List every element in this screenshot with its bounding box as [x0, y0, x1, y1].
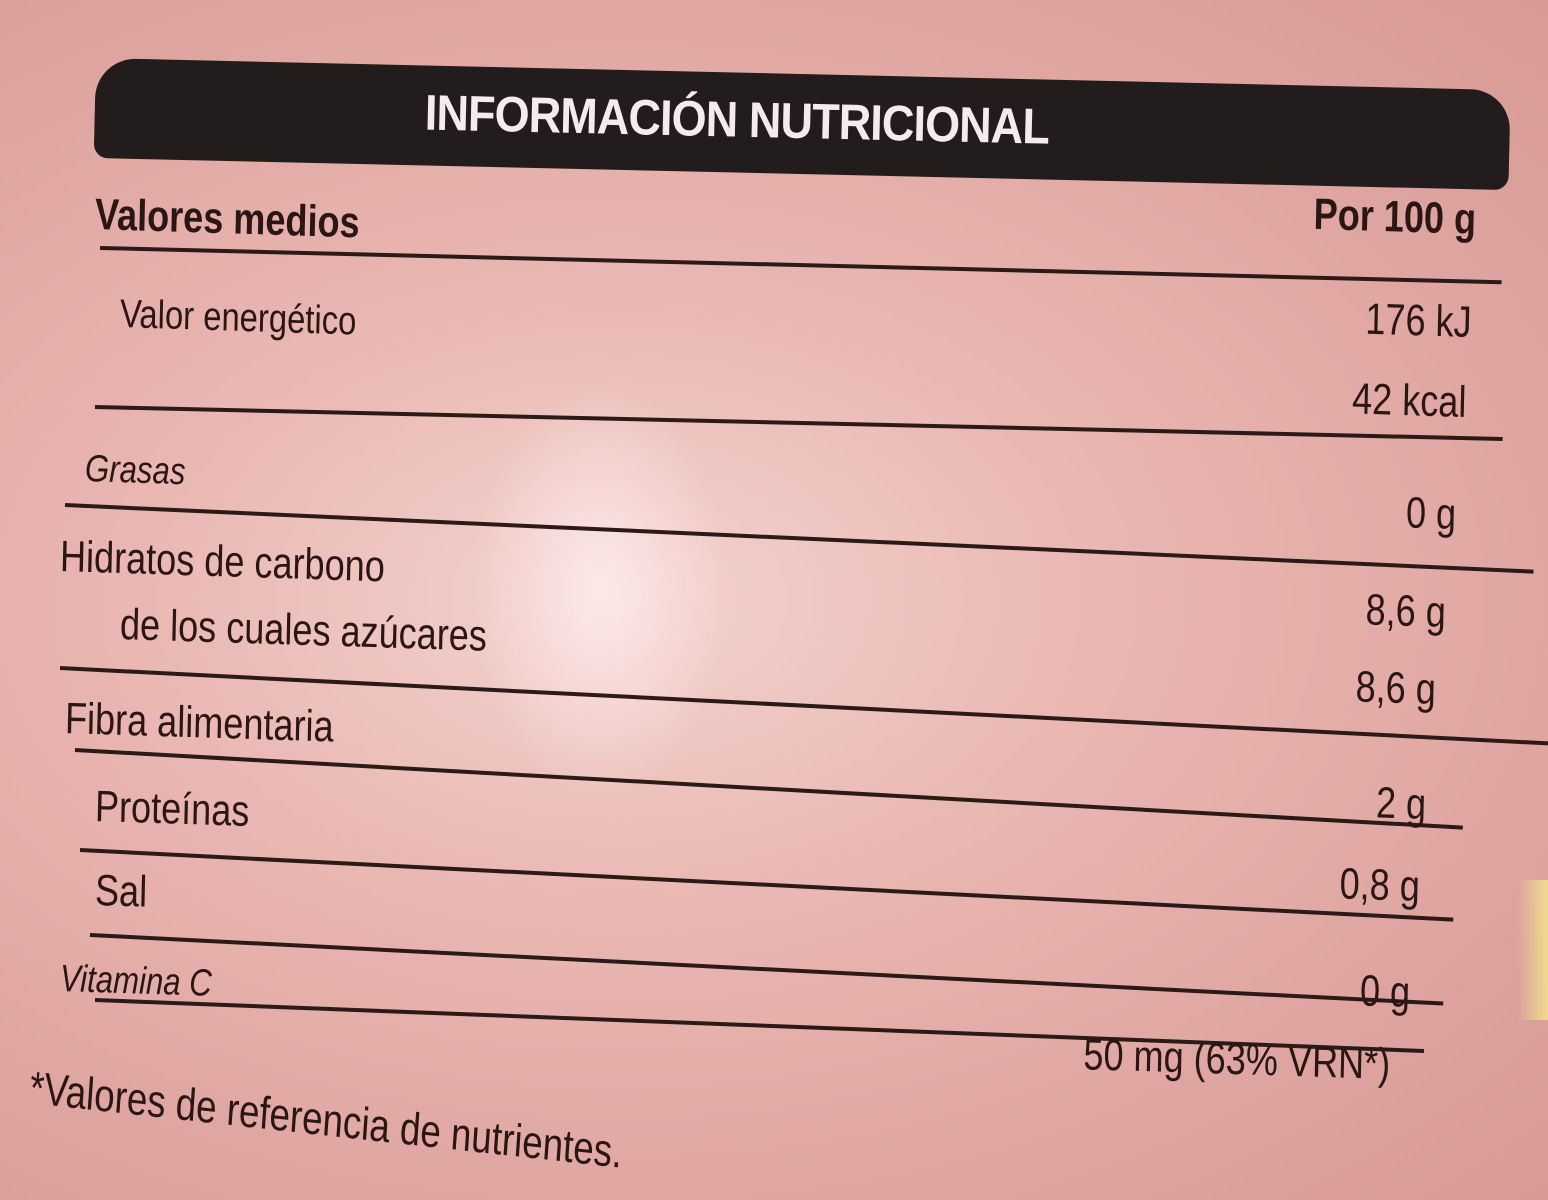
- label-title: INFORMACIÓN NUTRICIONAL: [424, 84, 1050, 155]
- row-value-vitamin-c-mg: 50 mg (63% VRN*): [1082, 1030, 1391, 1089]
- row-label-carbs: Hidratos de carbono: [59, 532, 386, 592]
- row-value-protein: 2 g: [1375, 778, 1427, 829]
- divider: [79, 848, 1454, 922]
- row-label-protein: Proteínas: [94, 782, 250, 836]
- row-label-energy: Valor energético: [119, 292, 357, 344]
- label-header: INFORMACIÓN NUTRICIONAL: [93, 58, 1511, 191]
- row-value-sugars: 8,6 g: [1355, 662, 1437, 714]
- row-label-salt: Sal: [94, 866, 148, 917]
- row-value-fat: 0 g: [1405, 488, 1457, 539]
- divider: [99, 246, 1502, 285]
- column-header-value: Por 100 g: [1313, 189, 1477, 244]
- package-edge: [1518, 880, 1548, 1020]
- row-value-carbs: 8,6 g: [1365, 585, 1447, 637]
- column-header-label: Valores medios: [94, 190, 361, 248]
- divider: [94, 405, 1503, 441]
- row-label-fiber: Fibra alimentaria: [64, 694, 335, 752]
- footnote: *Valores de referencia de nutrientes.: [28, 1061, 625, 1178]
- row-label-fat: Grasas: [84, 448, 186, 494]
- row-value-salt: 0,8 g: [1339, 859, 1421, 911]
- row-value-energy-kj: 176 kJ: [1365, 294, 1473, 347]
- row-label-sugars: de los cuales azúcares: [119, 600, 488, 661]
- row-value-vitamin-c: 0 g: [1359, 966, 1411, 1017]
- divider: [74, 748, 1463, 830]
- row-value-energy-kcal: 42 kcal: [1351, 374, 1467, 427]
- divider: [89, 933, 1444, 1006]
- light-glare: [470, 380, 730, 800]
